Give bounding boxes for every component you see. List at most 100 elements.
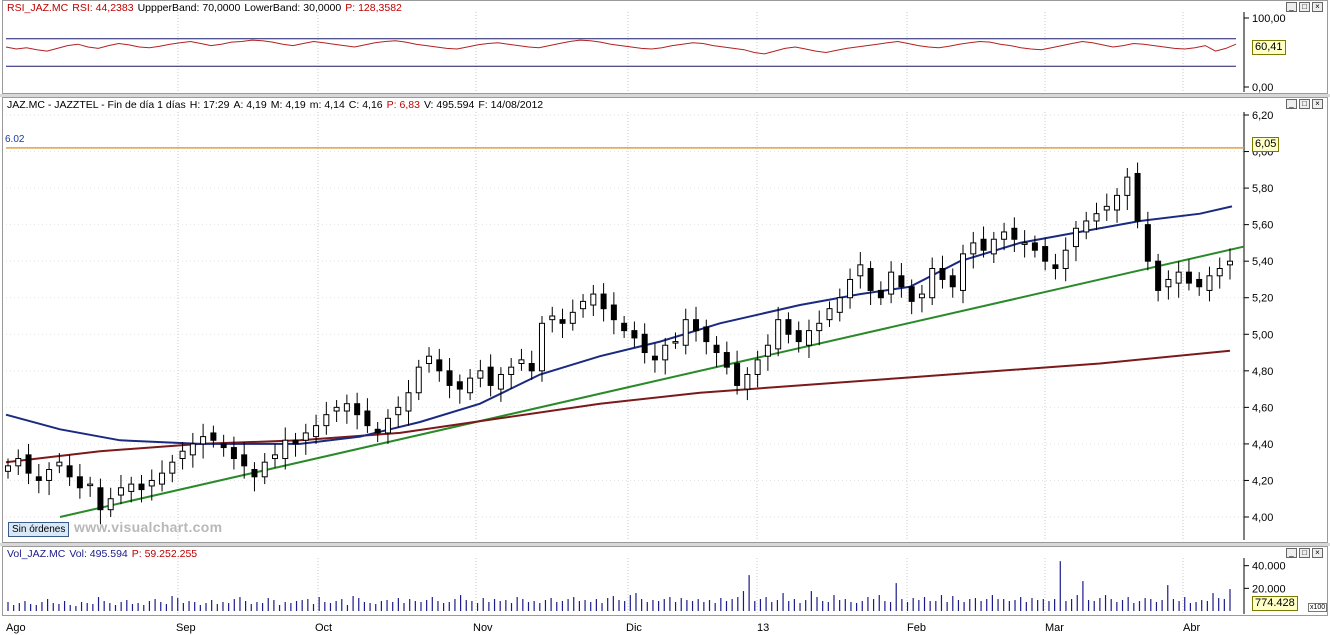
candle-body <box>723 352 730 368</box>
volume-window-controls: _ □ × <box>1286 548 1323 558</box>
candle-body <box>877 289 884 299</box>
candle-body <box>487 366 494 386</box>
orders-button[interactable]: Sin órdenes <box>8 522 70 537</box>
candle-body <box>1155 260 1162 291</box>
price-y-tick-label: 5,40 <box>1252 256 1273 268</box>
price-f: F: 14/08/2012 <box>478 99 544 111</box>
price-p: P: 6,83 <box>386 99 420 111</box>
price-y-tick-label: 4,80 <box>1252 366 1273 378</box>
rsi-lower-text: LowerBand: 30,0000 <box>244 2 342 14</box>
candle-body <box>138 483 145 491</box>
candle-body <box>970 242 977 255</box>
x-label-feb: Feb <box>907 622 926 634</box>
candle-body <box>313 425 320 438</box>
panel-divider[interactable] <box>0 543 1330 546</box>
candle-body <box>35 476 42 481</box>
candle-body <box>76 476 83 489</box>
candle-body <box>857 264 864 277</box>
candle-body <box>508 366 515 375</box>
candle-body <box>1175 271 1182 284</box>
trend-line <box>59 245 1245 518</box>
candle-body <box>549 315 556 321</box>
candle-body <box>888 271 895 295</box>
candle-body <box>189 443 196 456</box>
candle-body <box>672 341 679 344</box>
minimize-icon[interactable]: _ <box>1286 548 1297 558</box>
candle-body <box>426 355 433 365</box>
candle-body <box>559 319 566 324</box>
candle-body <box>467 377 474 394</box>
x-label-oct: Oct <box>315 622 333 634</box>
rsi-value-text: RSI: 44,2383 <box>72 2 134 14</box>
watermark: www.visualchart.com <box>74 519 223 535</box>
candle-body <box>384 417 391 434</box>
candle-body <box>908 286 915 302</box>
candle-body <box>5 465 11 472</box>
candle-body <box>734 363 741 386</box>
x-label-sep: Sep <box>176 622 196 634</box>
candle-body <box>816 322 823 332</box>
candle-body <box>200 436 207 445</box>
candle-body <box>415 366 422 394</box>
price-h: H: 17:29 <box>189 99 230 111</box>
candle-body <box>703 326 710 343</box>
rsi-name: RSI_JAZ.MC <box>7 2 69 14</box>
price-y-tick-label: 5,80 <box>1252 183 1273 195</box>
price-header: JAZ.MC - JAZZTEL - Fin de día 1 días H: 1… <box>7 99 547 111</box>
volume-y-tick-label: 20.000 <box>1252 583 1286 595</box>
candle-body <box>107 498 114 511</box>
rsi-y-tick-label: 0,00 <box>1252 82 1273 94</box>
panel-divider[interactable] <box>0 94 1330 97</box>
candle-body <box>251 468 258 478</box>
x-label-nov: Nov <box>473 622 493 634</box>
candle-body <box>354 403 361 416</box>
candle-body <box>210 432 217 441</box>
price-m: M: 4,19 <box>270 99 306 111</box>
x-label-dic: Dic <box>626 622 642 634</box>
candle-body <box>980 238 987 251</box>
maximize-icon[interactable]: □ <box>1299 548 1310 558</box>
maximize-icon[interactable]: □ <box>1299 2 1310 12</box>
candle-body <box>159 472 166 485</box>
price-a: A: 4,19 <box>233 99 267 111</box>
candle-body <box>1103 205 1110 211</box>
candle-body <box>785 319 792 335</box>
maximize-icon[interactable]: □ <box>1299 99 1310 109</box>
price-y-tick-label: 4,60 <box>1252 402 1273 414</box>
candle-body <box>662 344 669 361</box>
candle-body <box>179 450 186 460</box>
minimize-icon[interactable]: _ <box>1286 99 1297 109</box>
candle-body <box>117 487 124 496</box>
price-y-tick-label: 5,20 <box>1252 293 1273 305</box>
candle-body <box>918 293 925 299</box>
candle-body <box>1185 271 1192 284</box>
candle-body <box>775 319 782 350</box>
candle-body <box>1021 242 1028 245</box>
price-window-controls: _ □ × <box>1286 99 1323 109</box>
candle-body <box>456 381 463 390</box>
candle-body <box>405 392 412 412</box>
close-icon[interactable]: × <box>1312 548 1323 558</box>
candle-body <box>713 344 720 354</box>
candle-body <box>446 370 453 386</box>
candle-body <box>600 293 607 310</box>
candle-body <box>826 308 833 321</box>
candle-body <box>795 330 802 343</box>
candle-body <box>1134 172 1141 222</box>
candle-body <box>395 406 402 416</box>
close-icon[interactable]: × <box>1312 2 1323 12</box>
candle-body <box>343 403 350 412</box>
x-label-13: 13 <box>757 622 770 634</box>
price-y-tick-label: 4,20 <box>1252 475 1273 487</box>
rsi-series-line <box>5 39 1237 55</box>
candle-body <box>271 454 278 460</box>
candle-body <box>25 454 32 474</box>
minimize-icon[interactable]: _ <box>1286 2 1297 12</box>
candle-body <box>292 439 299 445</box>
candle-body <box>641 333 648 354</box>
close-icon[interactable]: × <box>1312 99 1323 109</box>
candle-body <box>621 322 628 332</box>
candle-body <box>261 461 268 478</box>
price-y-tick-label: 5,00 <box>1252 329 1273 341</box>
